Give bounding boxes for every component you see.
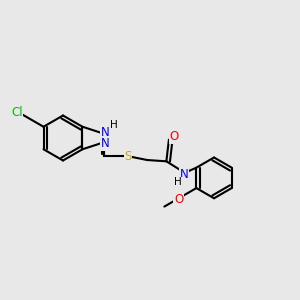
Text: S: S [124,150,132,163]
Text: N: N [101,137,110,150]
Text: N: N [180,168,188,181]
Text: H: H [174,177,182,188]
Text: O: O [174,193,183,206]
Text: O: O [170,130,179,143]
Text: N: N [101,126,110,139]
Text: H: H [110,120,117,130]
Text: Cl: Cl [11,106,23,119]
